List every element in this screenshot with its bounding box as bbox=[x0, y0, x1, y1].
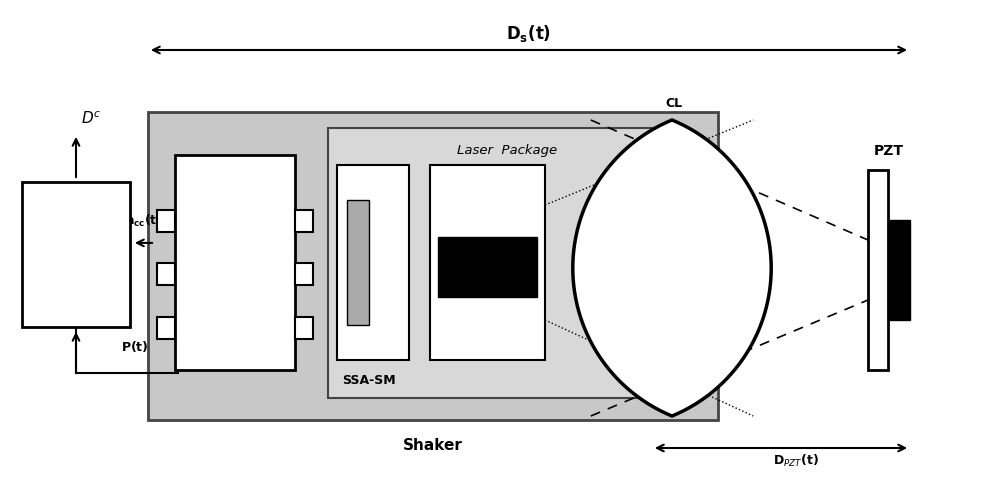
Bar bbox=[157, 317, 175, 339]
Text: $D^c$: $D^c$ bbox=[81, 110, 101, 127]
Text: PD: PD bbox=[363, 179, 382, 192]
Text: LD: LD bbox=[479, 179, 496, 192]
Bar bbox=[175, 155, 295, 370]
Bar bbox=[157, 263, 175, 285]
Text: $\mathbf{a_{cc}(t)}$: $\mathbf{a_{cc}(t)}$ bbox=[125, 213, 163, 229]
Bar bbox=[295, 263, 313, 285]
Bar bbox=[295, 317, 313, 339]
Text: SSA-SM: SSA-SM bbox=[342, 374, 395, 387]
Bar bbox=[148, 112, 718, 420]
Text: $\mathbf{D}_{PZT}\mathbf{(t)}$: $\mathbf{D}_{PZT}\mathbf{(t)}$ bbox=[773, 453, 819, 469]
Text: Laser  Package: Laser Package bbox=[457, 144, 557, 157]
Bar bbox=[337, 165, 409, 360]
Bar bbox=[868, 170, 888, 370]
Text: $\mathbf{P(t)}$: $\mathbf{P(t)}$ bbox=[121, 339, 149, 355]
Text: CL: CL bbox=[665, 97, 682, 110]
Bar bbox=[438, 237, 537, 297]
Text: Signal
Processing: Signal Processing bbox=[38, 240, 114, 268]
Text: Accelerometer: Accelerometer bbox=[187, 177, 283, 190]
Polygon shape bbox=[573, 120, 772, 416]
Bar bbox=[328, 128, 686, 398]
Bar bbox=[347, 200, 369, 325]
Bar bbox=[157, 210, 175, 232]
Bar bbox=[430, 165, 545, 360]
Bar bbox=[295, 210, 313, 232]
Bar bbox=[888, 220, 910, 320]
Text: $\mathbf{D_s(t)}$: $\mathbf{D_s(t)}$ bbox=[506, 23, 551, 44]
Text: Shaker: Shaker bbox=[403, 438, 463, 453]
Text: PZT: PZT bbox=[874, 144, 904, 158]
Bar bbox=[22, 182, 130, 327]
